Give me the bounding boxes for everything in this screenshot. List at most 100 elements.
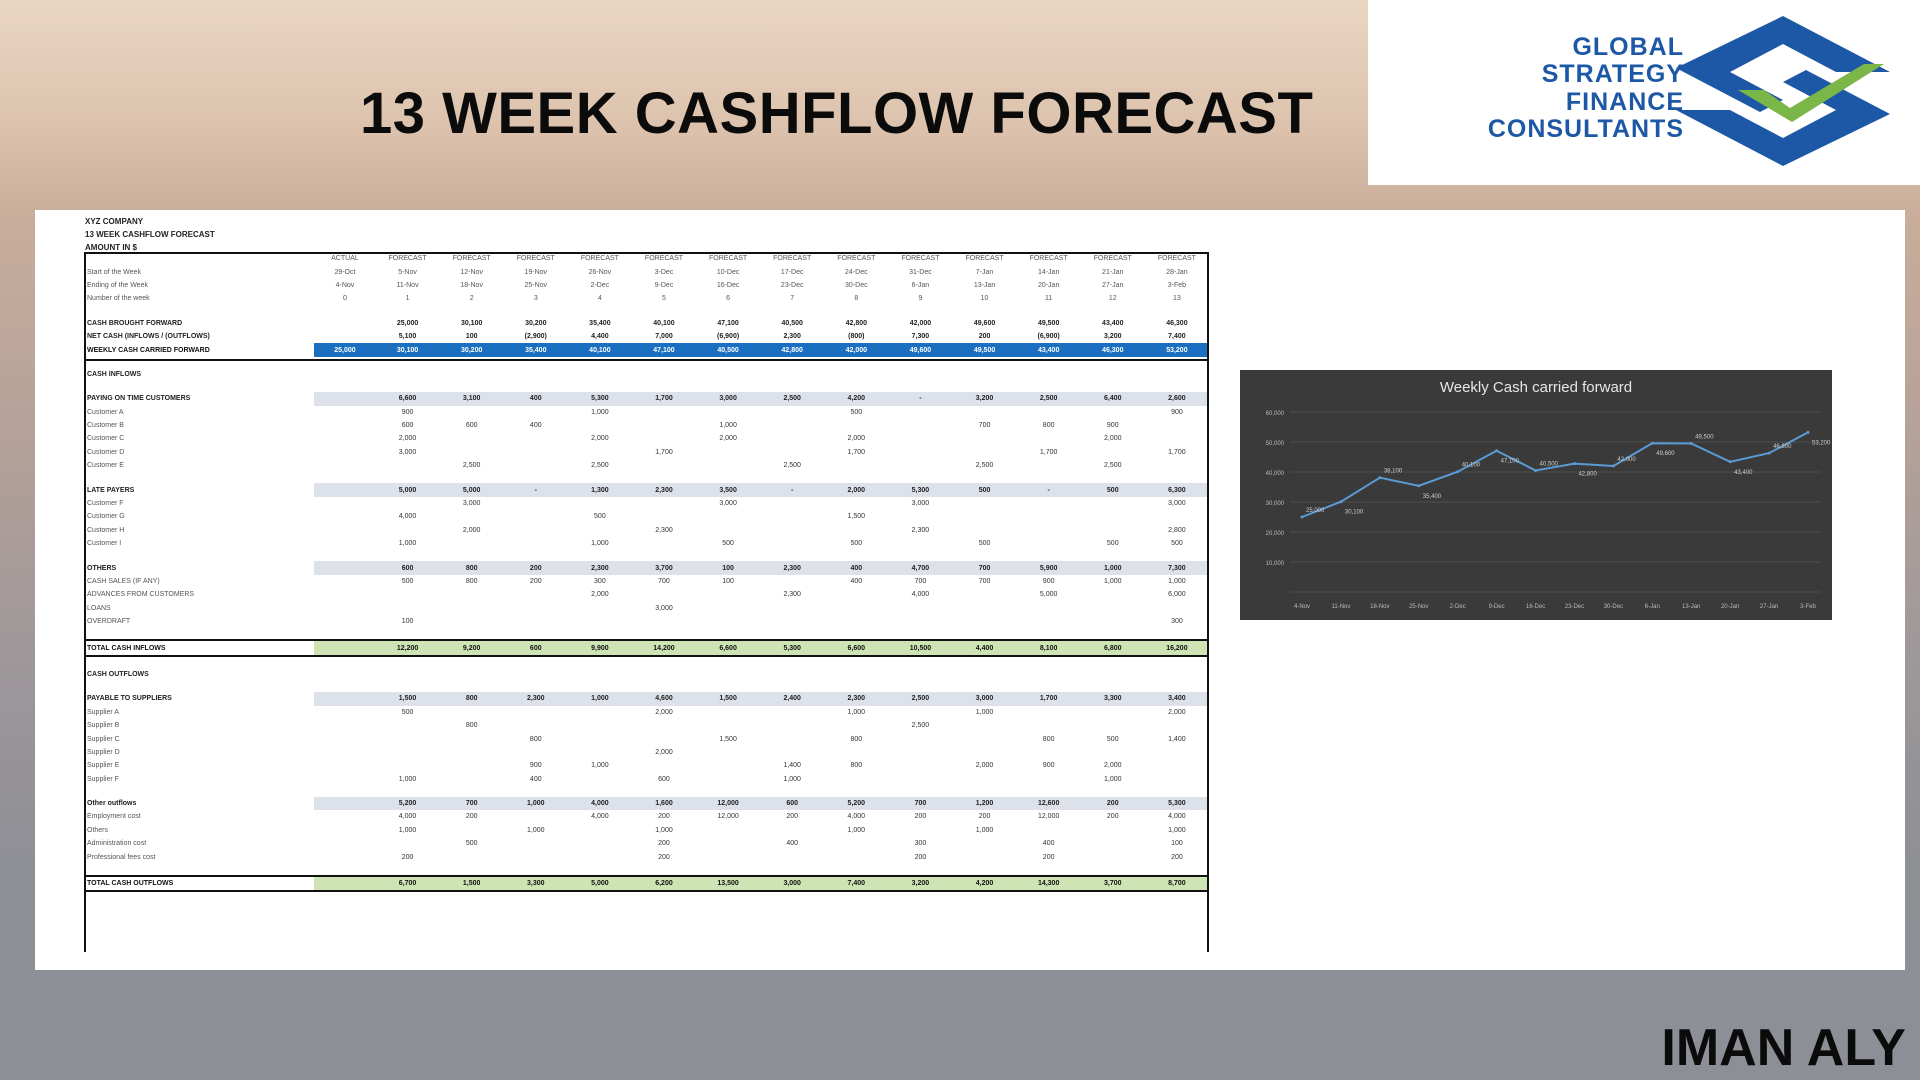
x-tick-label: 6-Jan bbox=[1645, 604, 1660, 610]
cell: 800 bbox=[439, 692, 504, 706]
cell: 900 bbox=[401, 408, 414, 416]
chart-data-point bbox=[1534, 469, 1538, 472]
cell: 1,000 bbox=[1080, 561, 1145, 575]
cell: FORECAST bbox=[388, 255, 427, 263]
cell bbox=[314, 446, 375, 459]
cell: 13,500 bbox=[696, 874, 761, 893]
cell bbox=[314, 615, 375, 628]
cell: 4,000 bbox=[911, 591, 930, 599]
cell bbox=[1145, 759, 1209, 772]
cell: 700 bbox=[978, 422, 991, 430]
cell: 42,800 bbox=[845, 319, 868, 327]
cell bbox=[1017, 406, 1081, 419]
cell: 200 bbox=[1106, 813, 1119, 821]
cell: 4-Nov bbox=[335, 281, 355, 289]
cell: 100 bbox=[1171, 840, 1183, 848]
row-label: OTHERS bbox=[87, 564, 117, 572]
cell: FORECAST bbox=[901, 255, 940, 263]
y-tick-label: 40,000 bbox=[1266, 471, 1285, 477]
cell bbox=[504, 668, 568, 681]
cell: (6,900) bbox=[717, 333, 740, 341]
cell bbox=[888, 537, 952, 550]
cell: 5,300 bbox=[567, 392, 632, 406]
end-week-row: Ending of the Week 4-Nov 11-Nov 18-Nov 25-No… bbox=[84, 279, 1209, 292]
cell bbox=[314, 837, 375, 850]
chart-data-point bbox=[1728, 460, 1732, 464]
row-label: Ending of the Week bbox=[87, 281, 148, 289]
week-number-row: Number of the week 0 1 2 3 4 5 6 7 8 9 10 11 12 13 bbox=[84, 292, 1209, 305]
cell: 200 bbox=[978, 333, 991, 341]
cell bbox=[696, 615, 760, 628]
cell: 200 bbox=[503, 561, 568, 575]
cell bbox=[888, 615, 952, 628]
row-label: Customer A bbox=[87, 408, 124, 416]
row-label: Supplier C bbox=[87, 735, 120, 743]
cell bbox=[504, 602, 568, 615]
spacer-row bbox=[84, 786, 1209, 797]
cell bbox=[696, 588, 760, 601]
cell: 2,000 bbox=[1103, 435, 1122, 443]
inflow-row: ADVANCES FROM CUSTOMERS 2,000 2,300 4,000 5,… bbox=[84, 588, 1209, 601]
outflow-row: Employment cost 4,000 200 4,000 200 12,000 200… bbox=[84, 810, 1209, 823]
cell: 1,000 bbox=[1103, 775, 1122, 783]
cell: 800 bbox=[465, 722, 478, 730]
chart-data-label: 30,100 bbox=[1345, 510, 1364, 516]
cell bbox=[824, 719, 888, 732]
chart-data-point bbox=[1495, 449, 1499, 453]
cell bbox=[632, 588, 696, 601]
cell: 25,000 bbox=[314, 343, 376, 357]
cell bbox=[314, 759, 375, 772]
cell bbox=[760, 668, 824, 681]
row-label: CASH OUTFLOWS bbox=[87, 670, 149, 678]
start-week-row: Start of the Week 29-Oct 5-Nov 12-Nov 19-Nov… bbox=[84, 265, 1209, 278]
cell: 6,000 bbox=[1168, 591, 1186, 599]
cell: 40,500 bbox=[781, 319, 803, 327]
cell bbox=[314, 575, 375, 588]
cell bbox=[568, 419, 632, 432]
x-tick-label: 18-Nov bbox=[1370, 604, 1389, 610]
cell: 9,900 bbox=[567, 639, 632, 657]
cell: 4,000 bbox=[1168, 813, 1186, 821]
cell bbox=[376, 668, 440, 681]
cell bbox=[1081, 824, 1145, 837]
cell: 500 bbox=[465, 840, 478, 848]
x-tick-label: 13-Jan bbox=[1682, 604, 1700, 610]
cell bbox=[440, 732, 504, 745]
cell bbox=[440, 602, 504, 615]
cell: 200 bbox=[914, 853, 927, 861]
cell: 14,300 bbox=[1016, 874, 1081, 893]
cell: 4,700 bbox=[888, 561, 953, 575]
cell: 1,700 bbox=[631, 392, 697, 406]
cell bbox=[568, 850, 632, 863]
cell bbox=[376, 524, 440, 537]
cell: FORECAST bbox=[965, 255, 1004, 263]
cell: - bbox=[1016, 483, 1081, 497]
cell: 12,600 bbox=[1016, 796, 1081, 811]
cell bbox=[1081, 668, 1145, 681]
cell bbox=[632, 419, 696, 432]
cell: 1,400 bbox=[783, 762, 801, 770]
cell: FORECAST bbox=[1029, 255, 1068, 263]
cell: 12-Nov bbox=[460, 268, 483, 276]
cell: 200 bbox=[1042, 853, 1055, 861]
cell bbox=[952, 510, 1016, 523]
cell: 2,300 bbox=[503, 692, 568, 706]
cell: 26-Nov bbox=[588, 268, 612, 276]
cell bbox=[1145, 419, 1209, 432]
cell bbox=[504, 850, 568, 863]
cell bbox=[1145, 459, 1209, 472]
cell: 1,000 bbox=[503, 796, 568, 811]
cell bbox=[1081, 588, 1145, 601]
cell bbox=[632, 668, 696, 681]
inflow-row: Customer A 900 1,000 500 900 bbox=[84, 406, 1209, 419]
cell: 7,300 bbox=[1144, 561, 1209, 575]
cell bbox=[1017, 459, 1081, 472]
cell: 5,200 bbox=[375, 796, 440, 811]
cell bbox=[314, 810, 375, 823]
cell: ACTUAL bbox=[331, 255, 359, 263]
cell: 200 bbox=[529, 578, 542, 585]
cell: 47,100 bbox=[631, 343, 697, 357]
cell: 5,300 bbox=[1144, 796, 1209, 811]
cell: 2,500 bbox=[1103, 462, 1122, 470]
cell bbox=[632, 732, 696, 745]
